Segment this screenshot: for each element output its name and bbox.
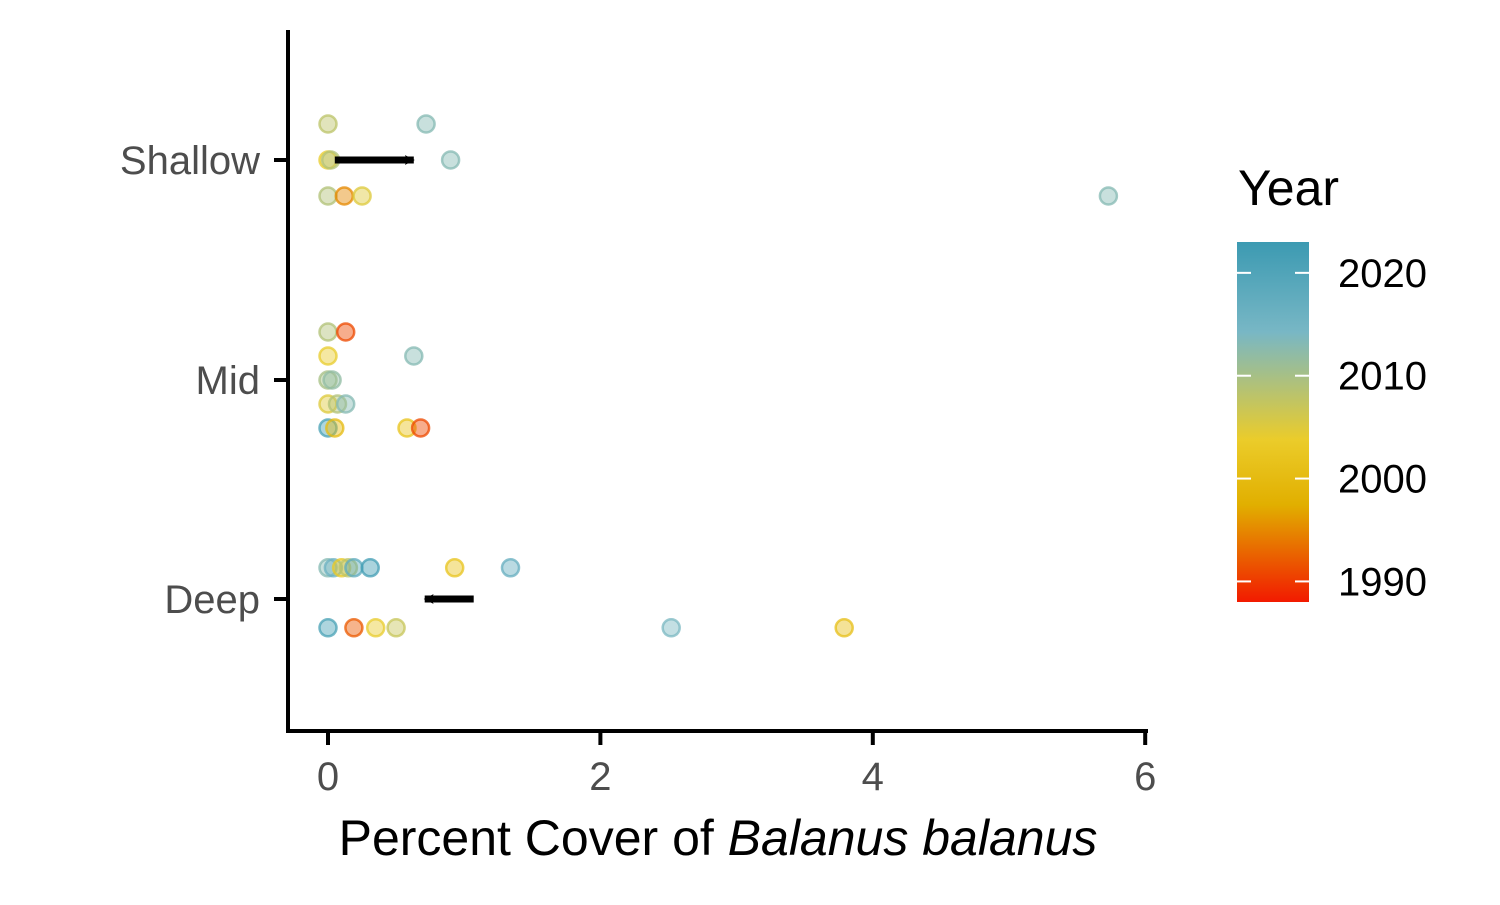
data-point-shallow-7 bbox=[352, 186, 372, 206]
data-point-mid-20 bbox=[397, 418, 417, 438]
data-point-deep-28 bbox=[444, 558, 465, 578]
data-point-deep-27 bbox=[360, 558, 380, 578]
data-point-shallow-5 bbox=[318, 186, 338, 206]
legend-title: Year bbox=[1238, 160, 1339, 216]
data-point-shallow-6 bbox=[334, 186, 355, 206]
data-point-mid-9 bbox=[318, 322, 338, 342]
x-tick-label-4: 4 bbox=[862, 755, 884, 799]
data-point-mid-10 bbox=[335, 322, 356, 342]
data-point-deep-29 bbox=[500, 558, 521, 578]
data-point-deep-22 bbox=[318, 558, 338, 578]
points-layer bbox=[318, 114, 1119, 638]
data-point-deep-33 bbox=[386, 618, 406, 638]
data-point-deep-26 bbox=[344, 558, 364, 578]
data-point-mid-11 bbox=[318, 346, 338, 366]
data-point-shallow-4 bbox=[440, 150, 461, 170]
legend-ticks: 2020 2010 2000 1990 bbox=[1237, 252, 1427, 604]
legend-label-2020: 2020 bbox=[1338, 252, 1427, 296]
x-tick-label-2: 2 bbox=[589, 755, 611, 799]
y-tick-label-mid: Mid bbox=[196, 359, 260, 403]
data-point-deep-32 bbox=[365, 618, 386, 638]
data-point-deep-30 bbox=[318, 618, 338, 638]
data-point-deep-25 bbox=[338, 558, 359, 578]
y-tick-label-shallow: Shallow bbox=[120, 139, 260, 183]
y-axis-ticks: Shallow Mid Deep bbox=[120, 139, 288, 622]
x-axis-title-prefix: Percent Cover of bbox=[339, 810, 728, 866]
legend-colorbar bbox=[1237, 242, 1309, 602]
annotation-layer bbox=[334, 155, 474, 604]
data-point-mid-18 bbox=[318, 418, 338, 438]
data-point-deep-34 bbox=[661, 618, 681, 638]
data-point-shallow-1 bbox=[416, 114, 436, 134]
legend-label-2000: 2000 bbox=[1338, 458, 1427, 502]
data-point-mid-17 bbox=[335, 394, 356, 414]
data-point-deep-35 bbox=[834, 618, 854, 638]
data-point-mid-21 bbox=[410, 418, 431, 438]
legend-label-1990: 1990 bbox=[1338, 560, 1427, 604]
x-tick-label-0: 0 bbox=[317, 755, 339, 799]
year-legend: Year 2020 2010 2000 1990 bbox=[1237, 160, 1427, 604]
x-axis-ticks: 0 2 4 6 bbox=[317, 731, 1156, 799]
x-tick-label-6: 6 bbox=[1134, 755, 1156, 799]
data-point-mid-19 bbox=[325, 418, 345, 438]
data-point-shallow-0 bbox=[318, 114, 338, 134]
data-point-deep-31 bbox=[344, 618, 364, 638]
data-point-mid-12 bbox=[404, 346, 424, 366]
legend-label-2010: 2010 bbox=[1338, 355, 1427, 399]
data-point-shallow-8 bbox=[1098, 186, 1119, 206]
x-axis-title: Percent Cover of Balanus balanus bbox=[339, 810, 1098, 866]
data-point-mid-14 bbox=[322, 370, 342, 390]
y-tick-label-deep: Deep bbox=[164, 578, 260, 622]
x-axis-title-species: Balanus balanus bbox=[728, 810, 1098, 866]
